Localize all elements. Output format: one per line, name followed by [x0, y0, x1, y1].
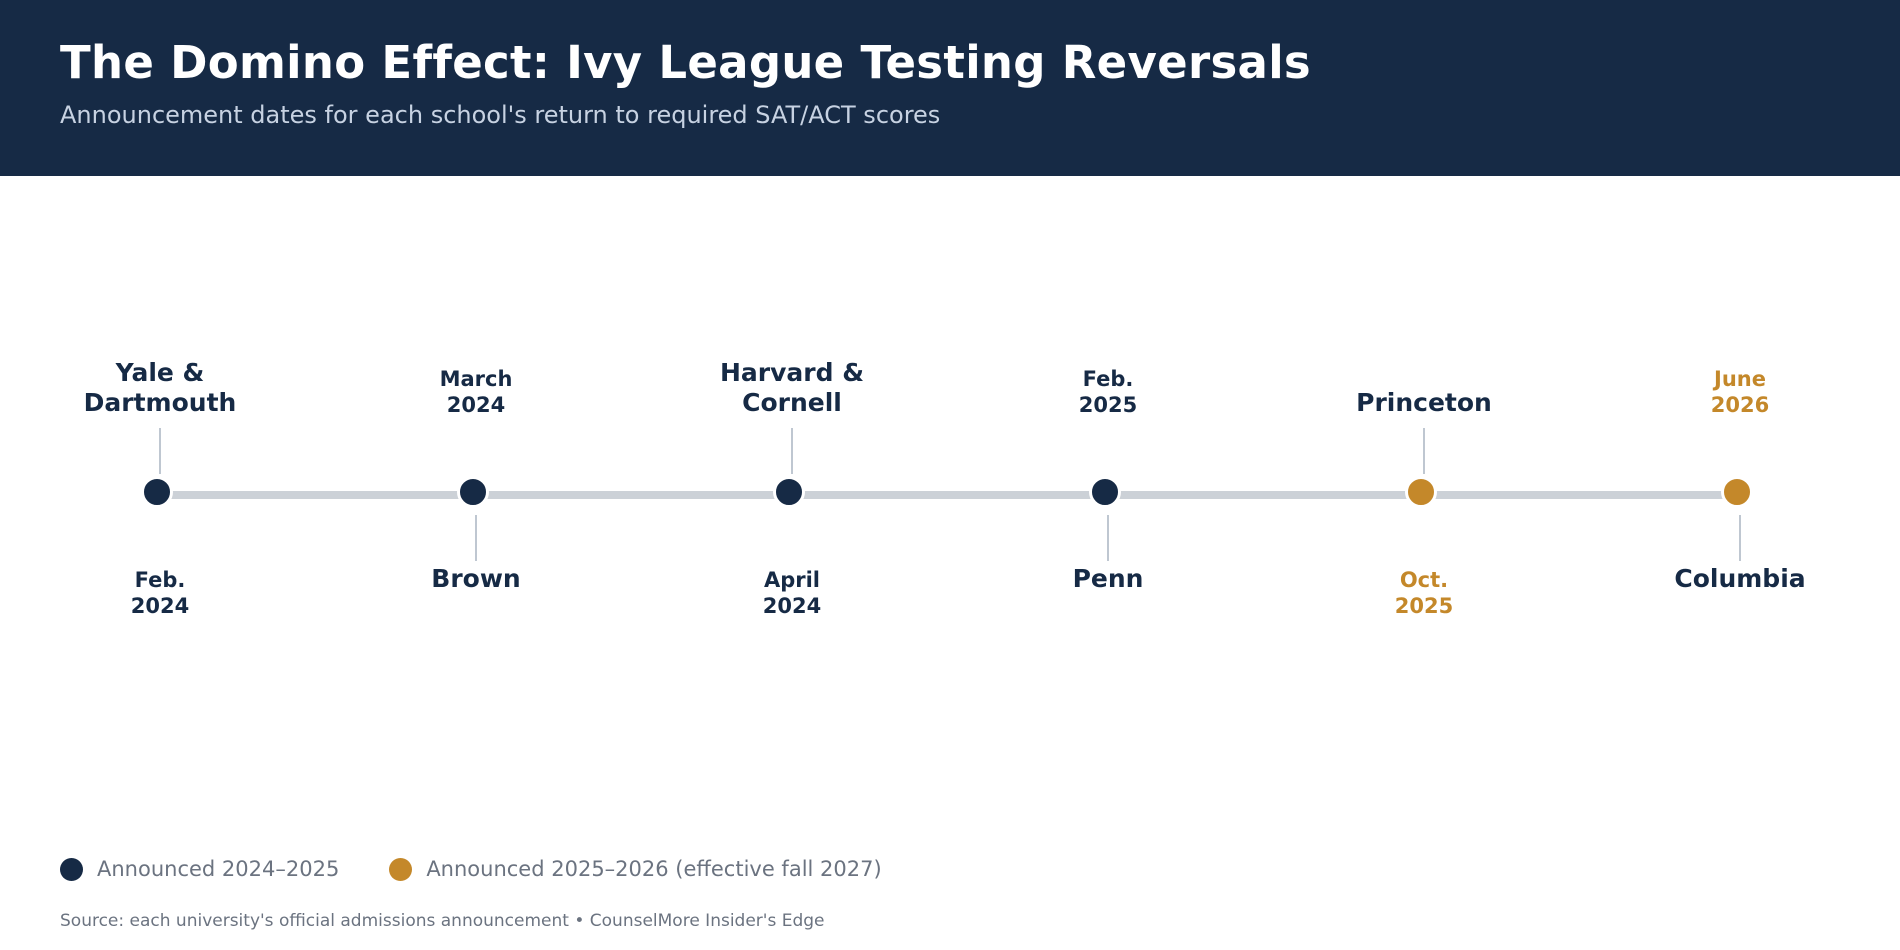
- event-date-label: Oct. 2025: [1394, 568, 1454, 619]
- legend-dot-icon: [389, 857, 413, 881]
- timeline-event-harvard-cornell: Harvard & Cornell April 2024: [662, 176, 922, 816]
- event-date-label: June 2026: [1710, 366, 1770, 417]
- page-subtitle: Announcement dates for each school's ret…: [60, 101, 941, 129]
- event-marker-dot: [141, 476, 173, 508]
- event-marker-dot: [457, 476, 489, 508]
- event-date-label: March 2024: [439, 366, 513, 417]
- timeline-event-brown: March 2024 Brown: [346, 176, 606, 816]
- legend-dot-icon: [60, 857, 83, 881]
- event-school-label: Brown: [431, 564, 521, 593]
- event-marker-dot: [773, 476, 805, 508]
- event-school-label: Yale & Dartmouth: [83, 358, 237, 417]
- timeline: Yale & Dartmouth Feb. 2024 March 2024 Brown…: [0, 176, 1900, 816]
- event-date-label: Feb. 2024: [130, 568, 190, 619]
- event-connector: [791, 428, 793, 474]
- event-date-label: April 2024: [762, 568, 822, 619]
- event-school-label: Columbia: [1674, 564, 1806, 593]
- page-title: The Domino Effect: Ivy League Testing Re…: [60, 36, 1312, 89]
- event-connector: [159, 428, 161, 474]
- legend-label: Announced 2025–2026 (effective fall 2027…: [426, 857, 882, 881]
- timeline-event-yale-dartmouth: Yale & Dartmouth Feb. 2024: [30, 176, 290, 816]
- legend-label: Announced 2024–2025: [97, 857, 340, 881]
- event-school-label: Harvard & Cornell: [719, 358, 865, 417]
- timeline-event-princeton: Princeton Oct. 2025: [1294, 176, 1554, 816]
- event-connector: [1423, 428, 1425, 474]
- event-school-label: Penn: [1072, 564, 1144, 593]
- event-marker-dot: [1721, 476, 1753, 508]
- timeline-event-columbia: June 2026 Columbia: [1610, 176, 1870, 816]
- event-school-label: Princeton: [1356, 388, 1492, 417]
- event-connector: [475, 515, 477, 561]
- source-note: Source: each university's official admis…: [60, 911, 825, 931]
- legend: Announced 2024–2025 Announced 2025–2026 …: [60, 857, 932, 881]
- header-banner: The Domino Effect: Ivy League Testing Re…: [0, 0, 1900, 176]
- event-connector: [1739, 515, 1741, 561]
- event-connector: [1107, 515, 1109, 561]
- event-marker-dot: [1405, 476, 1437, 508]
- timeline-event-penn: Feb. 2025 Penn: [978, 176, 1238, 816]
- legend-item-2024-2025: Announced 2024–2025: [60, 857, 339, 881]
- event-marker-dot: [1089, 476, 1121, 508]
- event-date-label: Feb. 2025: [1078, 366, 1138, 417]
- timeline-axis-line: [160, 491, 1740, 499]
- legend-item-2025-2026: Announced 2025–2026 (effective fall 2027…: [389, 857, 882, 881]
